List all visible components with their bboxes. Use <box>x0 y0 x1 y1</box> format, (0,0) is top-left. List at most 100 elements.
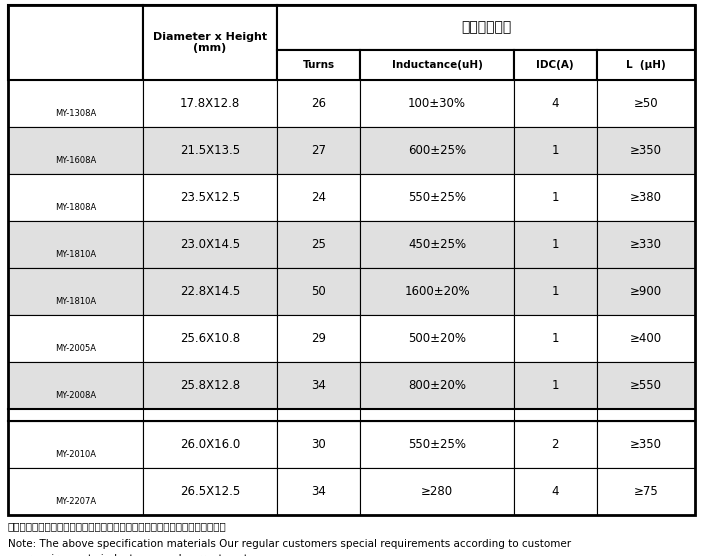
Text: MY-2005A: MY-2005A <box>55 344 96 354</box>
Text: ≥350: ≥350 <box>630 438 662 451</box>
Bar <box>278 221 361 268</box>
Text: 500±20%: 500±20% <box>408 332 466 345</box>
Text: ≥900: ≥900 <box>630 285 662 298</box>
Bar <box>8 362 143 409</box>
Bar <box>278 174 361 221</box>
Text: 23.5X12.5: 23.5X12.5 <box>180 191 240 204</box>
Bar <box>143 174 278 221</box>
Text: 21.5X13.5: 21.5X13.5 <box>180 144 240 157</box>
Text: 550±25%: 550±25% <box>408 438 466 451</box>
Bar <box>8 221 143 268</box>
Bar <box>8 468 143 515</box>
Bar <box>597 268 695 315</box>
Bar <box>278 315 361 362</box>
Bar <box>8 5 143 80</box>
Bar <box>361 80 514 127</box>
Text: L  (μH): L (μH) <box>626 60 666 70</box>
Text: 24: 24 <box>311 191 326 204</box>
Text: ≥75: ≥75 <box>633 485 658 498</box>
Bar <box>361 174 514 221</box>
Bar <box>514 362 597 409</box>
Bar <box>143 221 278 268</box>
Text: MY-1810A: MY-1810A <box>55 297 96 306</box>
Text: 1: 1 <box>551 191 559 204</box>
Bar <box>514 80 597 127</box>
Bar <box>597 315 695 362</box>
Bar <box>597 50 695 80</box>
Bar <box>361 468 514 515</box>
Text: 550±25%: 550±25% <box>408 191 466 204</box>
Text: 备注：以上规格为本厂常规客户用料，特殊要求可按客户要求电感量和电流定做: 备注：以上规格为本厂常规客户用料，特殊要求可按客户要求电感量和电流定做 <box>8 521 227 531</box>
Bar <box>8 268 143 315</box>
Text: requirements inductance and current custom: requirements inductance and current cust… <box>8 554 264 556</box>
Bar <box>514 174 597 221</box>
Bar <box>514 421 597 468</box>
Bar <box>8 80 143 127</box>
Bar <box>278 468 361 515</box>
Bar <box>143 468 278 515</box>
Text: 30: 30 <box>311 438 326 451</box>
Text: 1: 1 <box>551 379 559 392</box>
Text: ≥50: ≥50 <box>633 97 658 110</box>
Bar <box>597 221 695 268</box>
Bar <box>143 80 278 127</box>
Text: 1: 1 <box>551 285 559 298</box>
Text: MY-1308A: MY-1308A <box>55 110 96 118</box>
Text: ≥550: ≥550 <box>630 379 662 392</box>
Bar <box>143 421 278 468</box>
Bar <box>514 50 597 80</box>
Bar <box>361 268 514 315</box>
Text: 1: 1 <box>551 332 559 345</box>
Bar <box>597 362 695 409</box>
Bar <box>514 315 597 362</box>
Text: MY-1808A: MY-1808A <box>55 203 96 212</box>
Bar <box>361 127 514 174</box>
Bar <box>361 315 514 362</box>
Bar <box>278 421 361 468</box>
Text: Diameter x Height
(mm): Diameter x Height (mm) <box>153 32 267 53</box>
Bar <box>514 268 597 315</box>
Bar <box>143 315 278 362</box>
Text: 2: 2 <box>551 438 559 451</box>
Text: 26.0X16.0: 26.0X16.0 <box>180 438 240 451</box>
Bar <box>278 5 695 50</box>
Text: MY-2008A: MY-2008A <box>55 391 96 400</box>
Bar <box>361 50 514 80</box>
Text: MY-2010A: MY-2010A <box>55 450 96 459</box>
Text: Inductance(uH): Inductance(uH) <box>392 60 482 70</box>
Text: 25.8X12.8: 25.8X12.8 <box>180 379 240 392</box>
Bar <box>597 80 695 127</box>
Text: 26.5X12.5: 26.5X12.5 <box>180 485 240 498</box>
Bar <box>278 127 361 174</box>
Bar <box>143 362 278 409</box>
Bar <box>278 80 361 127</box>
Bar <box>143 127 278 174</box>
Text: MY-1810A: MY-1810A <box>55 250 96 259</box>
Text: 1: 1 <box>551 144 559 157</box>
Text: 25: 25 <box>311 238 326 251</box>
Bar <box>514 127 597 174</box>
Bar <box>597 421 695 468</box>
Bar <box>143 5 278 80</box>
Bar <box>278 268 361 315</box>
Text: 26: 26 <box>311 97 326 110</box>
Text: ≥380: ≥380 <box>630 191 662 204</box>
Bar <box>597 174 695 221</box>
Bar <box>361 421 514 468</box>
Bar <box>278 50 361 80</box>
Bar <box>143 268 278 315</box>
Text: 17.8X12.8: 17.8X12.8 <box>180 97 240 110</box>
Bar <box>278 362 361 409</box>
Bar <box>361 221 514 268</box>
Text: 23.0X14.5: 23.0X14.5 <box>180 238 240 251</box>
Text: ≥330: ≥330 <box>630 238 662 251</box>
Bar <box>8 421 143 468</box>
Bar <box>8 315 143 362</box>
Text: 29: 29 <box>311 332 326 345</box>
Bar <box>597 468 695 515</box>
Text: 4: 4 <box>551 97 559 110</box>
Text: 600±25%: 600±25% <box>408 144 466 157</box>
Text: Turns: Turns <box>303 60 335 70</box>
Bar <box>8 174 143 221</box>
Text: 100±30%: 100±30% <box>408 97 466 110</box>
